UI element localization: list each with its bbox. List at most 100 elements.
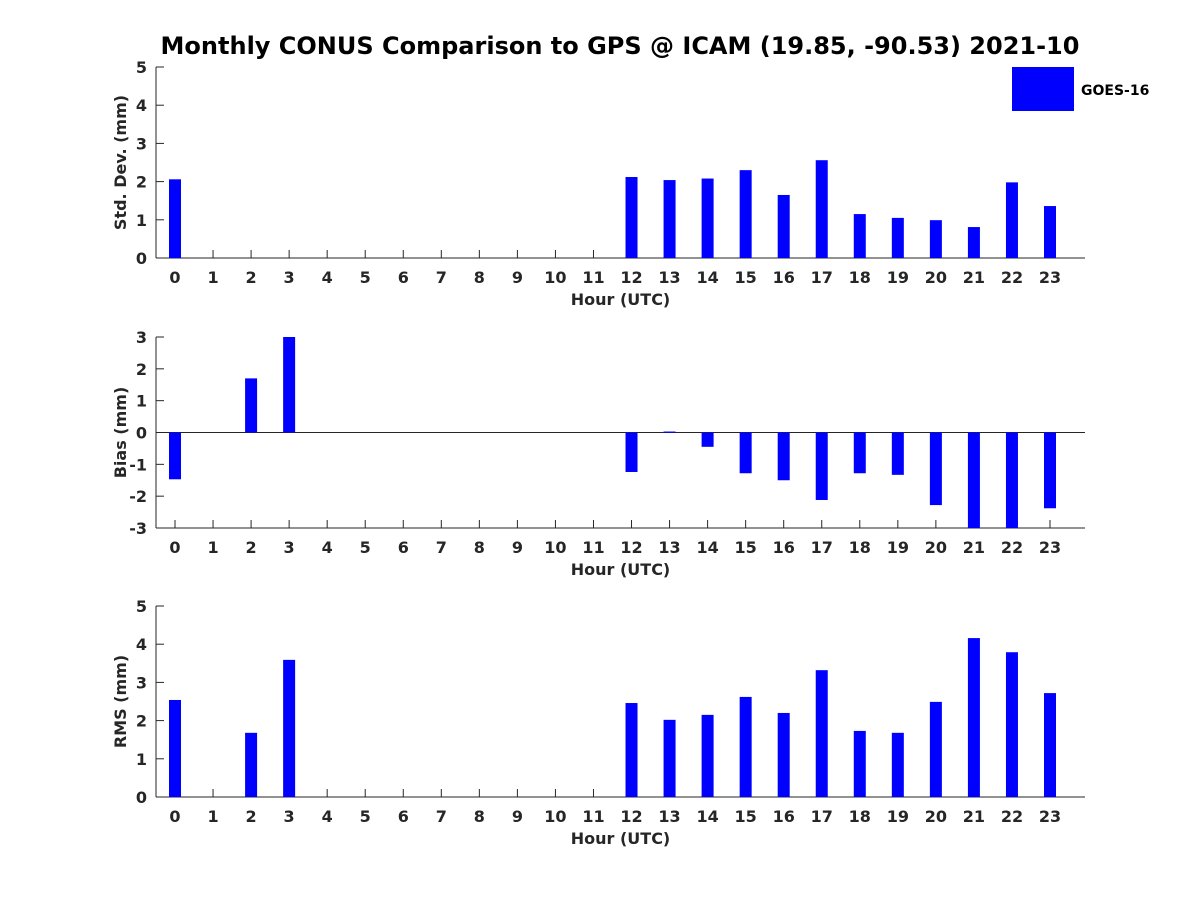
std-dev-x-tick-label: 2 [246,268,257,287]
bias-x-tick-label: 17 [811,538,833,557]
bias-bar-hour-18 [853,432,866,474]
bias-bar-hour-12 [625,432,638,472]
bias-x-tick-label: 8 [474,538,485,557]
rms-bar-hour-20 [929,701,942,797]
std-dev-bar-hour-18 [853,214,866,258]
std-dev-bar-hour-16 [777,194,790,258]
rms-x-tick-label: 0 [169,807,180,826]
std-dev-x-tick-label: 0 [169,268,180,287]
std-dev-y-tick-label: 5 [136,58,147,77]
rms-x-tick-label: 5 [360,807,371,826]
std-dev-bar-hour-12 [625,177,638,258]
bias-bar-hour-21 [967,432,980,528]
std-dev-bars [169,160,1056,258]
bias-bar-hour-20 [929,432,942,506]
rms-bar-hour-19 [891,732,904,797]
rms-x-tick-label: 21 [963,807,985,826]
std-dev-y-axis-label: Std. Dev. (mm) [111,95,130,230]
std-dev-bar-hour-15 [739,170,752,258]
std-dev-bar-hour-20 [929,220,942,258]
std-dev-x-tick-label: 6 [398,268,409,287]
bias-y-tick-label: -1 [129,455,147,474]
bias-x-tick-label: 7 [436,538,447,557]
bias-x-tick-label: 10 [544,538,566,557]
bias-bar-hour-23 [1044,432,1056,509]
std-dev-bar-hour-22 [1005,182,1018,258]
rms-bar-hour-12 [625,703,638,797]
rms-bar-hour-0 [169,699,181,797]
std-dev-x-tick-label: 16 [773,268,795,287]
std-dev-x-tick-label: 8 [474,268,485,287]
bias-bar-hour-15 [739,432,752,474]
rms-bar-hour-15 [739,696,752,797]
rms-x-tick-label: 15 [735,807,757,826]
rms-x-tick-label: 3 [284,807,295,826]
rms-x-tick-label: 11 [582,807,604,826]
bias-y-tick-label: 2 [136,360,147,379]
std-dev-y-tick-label: 1 [136,211,147,230]
bias-x-tick-label: 18 [849,538,871,557]
std-dev-x-axis-label: Hour (UTC) [571,290,671,309]
rms-x-tick-label: 10 [544,807,566,826]
std-dev-x-tick-label: 10 [544,268,566,287]
rms-bar-hour-2 [245,732,258,797]
bias-x-axis-label: Hour (UTC) [571,560,671,579]
std-dev-y-tick-label: 2 [136,173,147,192]
rms-y-tick-label: 4 [136,635,147,654]
figure-title: Monthly CONUS Comparison to GPS @ ICAM (… [161,32,1080,60]
legend-label: GOES-16 [1081,83,1149,99]
std-dev-bar-hour-19 [891,217,904,258]
rms-bar-hour-18 [853,730,866,797]
rms-bar-hour-13 [663,719,676,797]
rms-bar-hour-3 [283,659,296,797]
rms-x-tick-label: 7 [436,807,447,826]
std-dev-bar-hour-14 [701,178,714,258]
std-dev-x-tick-label: 7 [436,268,447,287]
std-dev-x-tick-label: 9 [512,268,523,287]
rms-x-tick-label: 9 [512,807,523,826]
rms-bar-hour-16 [777,712,790,797]
std-dev-x-tick-label: 17 [811,268,833,287]
rms-y-axis-label: RMS (mm) [111,655,130,748]
std-dev-bar-hour-21 [967,227,980,258]
bias-y-tick-label: 0 [136,424,147,443]
bias-bars [169,337,1056,528]
bias-y-tick-label: -3 [129,519,147,538]
bias-bar-hour-16 [777,432,790,481]
std-dev-bar-hour-17 [815,160,828,258]
std-dev-x-tick-label: 3 [284,268,295,287]
bias-bar-hour-14 [701,432,714,447]
rms-x-tick-label: 8 [474,807,485,826]
rms-x-axis-label: Hour (UTC) [571,829,671,848]
bias-x-tick-label: 3 [284,538,295,557]
bias-x-tick-label: 13 [658,538,680,557]
bias-x-tick-label: 1 [207,538,218,557]
bias-x-tick-label: 22 [1001,538,1023,557]
rms-x-tick-label: 20 [925,807,947,826]
bias-x-tick-label: 12 [620,538,642,557]
bias-x-tick-label: 0 [169,538,180,557]
bias-y-tick-label: -2 [129,487,147,506]
bias-x-tick-label: 16 [773,538,795,557]
rms-y-tick-label: 1 [136,750,147,769]
bias-x-tick-label: 4 [322,538,333,557]
std-dev-x-tick-label: 19 [887,268,909,287]
bias-y-tick-label: 3 [136,328,147,347]
rms-x-tick-label: 17 [811,807,833,826]
std-dev-x-tick-label: 18 [849,268,871,287]
rms-x-tick-label: 16 [773,807,795,826]
rms-y-tick-label: 5 [136,597,147,616]
std-dev-y-tick-label: 4 [136,96,147,115]
std-dev-x-tick-label: 21 [963,268,985,287]
std-dev-x-tick-label: 12 [620,268,642,287]
std-dev-y-tick-label: 3 [136,134,147,153]
rms-y-tick-label: 2 [136,712,147,731]
rms-x-tick-label: 4 [322,807,333,826]
bias-x-tick-label: 14 [696,538,718,557]
rms-x-tick-label: 14 [696,807,718,826]
std-dev-x-tick-label: 5 [360,268,371,287]
